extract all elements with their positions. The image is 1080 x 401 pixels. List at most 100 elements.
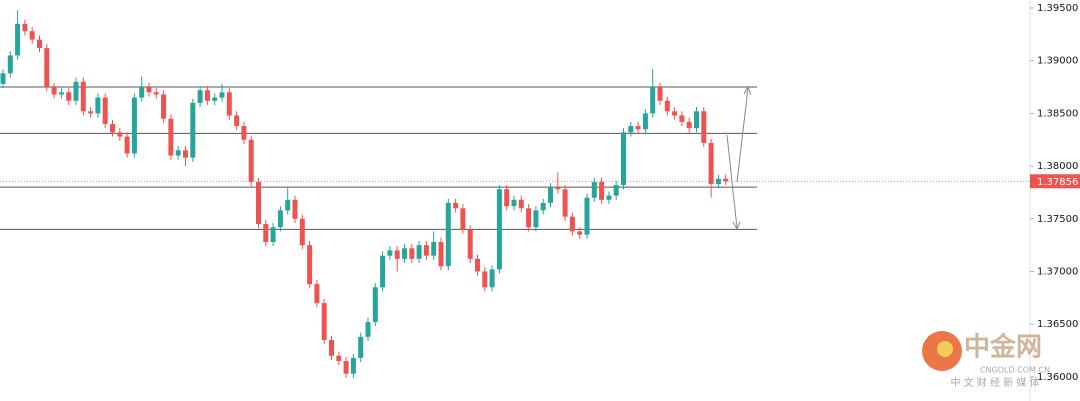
watermark-name: 中金网	[964, 332, 1042, 363]
candle-body	[562, 189, 568, 217]
candle-body	[642, 113, 648, 130]
candle-body	[372, 287, 378, 323]
candle-body	[168, 118, 174, 156]
watermark: 中金网 CNGOLD.COM.CN 中 文 财 经 新 媒 体	[922, 331, 1050, 389]
candle-body	[124, 136, 130, 154]
candle-body	[701, 111, 707, 143]
y-tick-label: 1.37500	[1037, 214, 1078, 225]
candle-body	[402, 248, 407, 259]
candle-body	[314, 284, 320, 304]
candle-body	[577, 231, 583, 235]
candle-body	[80, 81, 86, 112]
candle-body	[635, 126, 641, 130]
candle-body	[438, 241, 444, 267]
last-price-label: 1.37856	[1037, 177, 1078, 188]
candle-body	[343, 361, 349, 374]
y-tick-label: 1.37000	[1037, 266, 1078, 277]
candle-body	[153, 92, 159, 95]
candle-body	[329, 339, 334, 356]
candle-body	[387, 250, 393, 256]
candle-body	[88, 111, 94, 114]
candle-body	[489, 269, 495, 288]
candle-body	[44, 48, 50, 88]
watermark-tagline: 中 文 财 经 新 媒 体	[950, 376, 1039, 389]
candle-body	[226, 92, 232, 116]
candle-body	[307, 245, 313, 285]
candle-body	[504, 189, 510, 207]
candle-body	[212, 97, 218, 101]
candle-body	[263, 224, 269, 242]
candle-body	[161, 94, 167, 119]
candle-body	[613, 185, 619, 196]
candle-body	[7, 55, 13, 74]
candle-body	[0, 73, 6, 84]
candle-body	[555, 187, 561, 190]
candle-body	[270, 227, 276, 242]
candle-body	[445, 202, 451, 267]
candle-body	[241, 126, 247, 140]
candle-body	[715, 178, 721, 185]
candle-body	[350, 357, 356, 374]
candle-body	[686, 121, 692, 129]
candle-body	[467, 229, 473, 259]
candle-body	[672, 111, 678, 116]
candle-body	[511, 199, 517, 207]
candle-body	[679, 115, 685, 122]
candle-body	[234, 115, 240, 127]
candle-body	[482, 271, 488, 288]
candle-body	[694, 111, 699, 129]
candle-body	[650, 87, 656, 114]
candle-body	[256, 181, 261, 225]
projection-arrows	[726, 85, 752, 231]
candle-body	[248, 139, 254, 182]
candle-body	[117, 132, 123, 137]
candle-body	[73, 81, 79, 101]
candle-body	[548, 187, 553, 203]
y-tick-label: 1.38000	[1037, 161, 1078, 172]
candle-body	[95, 97, 101, 114]
candle-body	[409, 248, 415, 259]
candle-body	[358, 336, 364, 358]
candle-body	[285, 199, 291, 211]
candle-body	[22, 23, 28, 32]
y-tick-label: 1.36000	[1037, 372, 1078, 383]
candle-body	[453, 202, 459, 209]
candle-body	[496, 189, 502, 270]
candle-body	[628, 126, 634, 133]
candle-body	[146, 87, 152, 93]
y-tick-label: 1.39000	[1037, 56, 1078, 67]
candle-body	[51, 87, 57, 95]
candle-body	[58, 92, 64, 95]
candle-body	[336, 355, 342, 362]
candle-body	[299, 218, 305, 246]
candle-body	[37, 39, 42, 49]
candle-body	[102, 97, 108, 124]
y-tick-label: 1.36500	[1037, 319, 1078, 330]
y-tick-label: 1.38500	[1037, 108, 1078, 119]
candle-body	[110, 123, 115, 133]
candle-body	[277, 210, 283, 228]
candle-body	[15, 23, 21, 56]
candle-body	[183, 150, 188, 158]
candle-body	[569, 216, 575, 232]
candle-body	[292, 199, 298, 219]
candle-body	[190, 102, 196, 158]
candle-body	[518, 199, 524, 209]
candle-body	[584, 197, 590, 235]
candle-body	[219, 92, 225, 98]
candle-body	[131, 97, 137, 154]
last-price-box	[1030, 174, 1080, 189]
candle-body	[708, 142, 714, 185]
candle-body	[664, 100, 670, 112]
candle-body	[321, 303, 327, 340]
candle-body	[460, 208, 466, 230]
candle-body	[540, 202, 546, 211]
candle-body	[723, 178, 729, 182]
watermark-domain: CNGOLD.COM.CN	[980, 366, 1050, 375]
candle-body	[29, 31, 35, 40]
candle-body	[365, 322, 371, 337]
y-tick-label: 1.39500	[1037, 3, 1078, 14]
candle-body	[431, 241, 437, 256]
candle-body	[197, 90, 203, 103]
